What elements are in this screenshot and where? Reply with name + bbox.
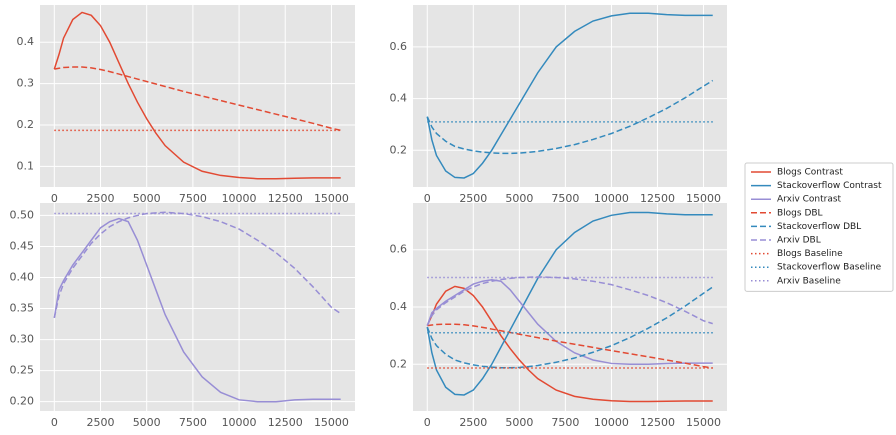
x-tick-label: 7500	[179, 416, 207, 429]
x-tick-label: 0	[51, 192, 58, 205]
y-tick-label: 0.25	[10, 364, 35, 377]
line	[427, 323, 713, 369]
line	[426, 279, 713, 366]
y-tick-label: 0.35	[10, 302, 35, 315]
x-tick-label: 7500	[551, 192, 579, 205]
y-tick-label: 0.20	[10, 395, 35, 408]
y-tick-label: 0.4	[390, 92, 408, 105]
legend-label: Arxiv Baseline	[777, 276, 841, 286]
plot-area	[40, 203, 355, 411]
x-tick-label: 5000	[505, 192, 533, 205]
plot-area	[40, 5, 355, 187]
x-tick-label: 10000	[222, 416, 257, 429]
x-tick-label: 10000	[594, 416, 629, 429]
y-tick-label: 0.45	[10, 239, 35, 252]
x-tick-label: 12500	[268, 416, 303, 429]
x-tick-label: 2500	[87, 192, 115, 205]
y-tick-label: 0.6	[390, 40, 408, 53]
plot-area	[413, 5, 727, 187]
y-tick-label: 0.3	[17, 77, 35, 90]
legend-label: Stackoverflow Contrast	[777, 181, 882, 191]
line	[54, 66, 341, 132]
x-tick-label: 5000	[505, 416, 533, 429]
x-tick-label: 15000	[686, 416, 721, 429]
legend: Blogs Contrast Stackoverflow Contrast Arxi…	[744, 162, 894, 292]
x-tick-label: 0	[424, 416, 431, 429]
line	[426, 285, 713, 403]
x-tick-label: 0	[424, 192, 431, 205]
line	[53, 217, 341, 403]
x-tick-label: 7500	[179, 192, 207, 205]
x-tick-label: 5000	[133, 416, 161, 429]
y-tick-label: 0.4	[17, 35, 35, 48]
legend-box	[744, 162, 894, 292]
x-tick-label: 15000	[314, 192, 349, 205]
line	[426, 12, 713, 179]
x-tick-label: 2500	[459, 416, 487, 429]
x-tick-label: 12500	[640, 416, 675, 429]
y-tick-label: 0.30	[10, 333, 35, 346]
y-tick-label: 0.2	[390, 143, 408, 156]
line	[53, 11, 341, 180]
line	[426, 79, 714, 155]
legend-label: Arxiv Contrast	[777, 195, 842, 205]
y-tick-label: 0.6	[390, 243, 408, 256]
x-tick-label: 15000	[686, 192, 721, 205]
x-tick-label: 10000	[222, 192, 257, 205]
x-tick-label: 2500	[87, 416, 115, 429]
y-tick-label: 0.50	[10, 208, 35, 221]
x-tick-label: 2500	[459, 192, 487, 205]
y-tick-label: 0.2	[390, 357, 408, 370]
x-tick-label: 5000	[133, 192, 161, 205]
x-tick-label: 12500	[268, 192, 303, 205]
line	[426, 286, 714, 369]
legend-label: Stackoverflow Baseline	[777, 263, 882, 273]
y-tick-label: 0.40	[10, 271, 35, 284]
line	[426, 211, 713, 396]
x-tick-label: 12500	[640, 192, 675, 205]
legend-label: Blogs DBL	[777, 208, 823, 218]
x-tick-label: 0	[51, 416, 58, 429]
legend-label: Blogs Contrast	[777, 168, 843, 178]
x-tick-label: 10000	[594, 192, 629, 205]
x-tick-label: 15000	[314, 416, 349, 429]
y-tick-label: 0.1	[17, 159, 35, 172]
legend-label: Arxiv DBL	[777, 236, 821, 246]
legend-label: Stackoverflow DBL	[777, 222, 861, 232]
y-tick-label: 0.4	[390, 300, 408, 313]
x-tick-label: 7500	[551, 416, 579, 429]
legend-label: Blogs Baseline	[777, 249, 843, 259]
y-tick-label: 0.2	[17, 118, 35, 131]
